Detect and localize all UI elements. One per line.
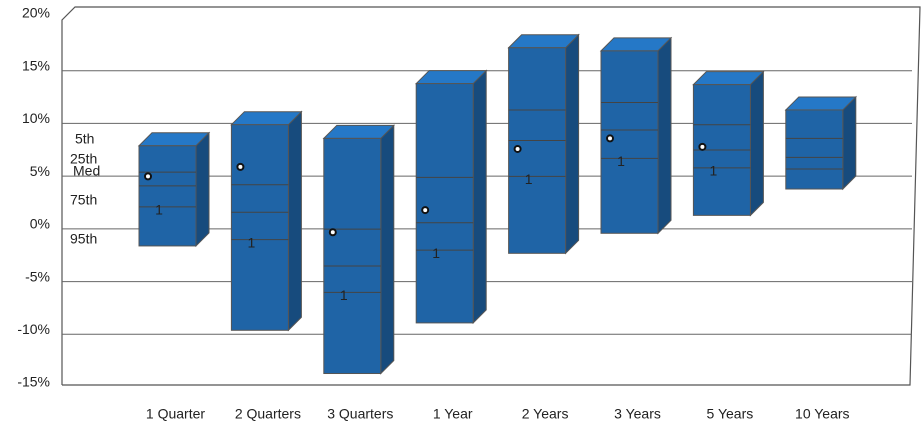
- marker: [698, 142, 707, 151]
- box-side: [195, 131, 210, 248]
- y-tick-label: -5%: [25, 268, 50, 284]
- marker-label: 1: [155, 202, 163, 218]
- y-tick-label: -10%: [17, 321, 50, 337]
- legend-label: 75th: [70, 192, 97, 208]
- marker-label: 1: [248, 234, 256, 250]
- box-front: [785, 109, 844, 190]
- box-top: [599, 37, 673, 52]
- marker: [606, 134, 614, 143]
- box-top: [784, 96, 858, 111]
- box-top: [230, 111, 303, 126]
- x-tick-label: 3 Quarters: [327, 406, 393, 422]
- box-top: [692, 71, 765, 86]
- frame: [61, 6, 921, 386]
- box-top: [507, 34, 580, 49]
- marker-label: 1: [340, 287, 348, 303]
- box-side: [287, 110, 302, 332]
- legend-label: Med: [73, 163, 100, 179]
- y-tick-label: 0%: [30, 216, 50, 232]
- y-tick-label: 5%: [30, 163, 50, 179]
- x-tick-label: 5 Years: [707, 406, 754, 422]
- box-front: [323, 137, 382, 375]
- marker: [236, 162, 245, 171]
- y-tick-label: 10%: [22, 110, 50, 126]
- marker: [421, 206, 430, 215]
- box-side: [749, 70, 764, 217]
- box-side: [657, 36, 672, 235]
- box-front: [138, 145, 197, 247]
- marker: [328, 228, 337, 237]
- marker-label: 1: [710, 163, 718, 179]
- marker: [144, 172, 152, 181]
- box-top: [414, 70, 488, 85]
- marker-label: 1: [525, 171, 533, 187]
- marker-label: 1: [432, 245, 440, 261]
- y-tick-label: 20%: [22, 5, 50, 21]
- x-tick-label: 3 Years: [614, 406, 661, 422]
- legend-label: 95th: [70, 231, 97, 247]
- y-tick-label: -15%: [17, 374, 50, 390]
- box-top: [137, 132, 211, 147]
- box-top: [322, 124, 396, 139]
- box-side: [472, 69, 487, 325]
- legend-label: 5th: [75, 131, 94, 147]
- marker-label: 1: [617, 153, 625, 169]
- box-side: [842, 95, 857, 191]
- x-tick-label: 1 Quarter: [146, 406, 205, 422]
- box-front: [415, 83, 474, 324]
- legend-label: 25th: [70, 151, 97, 167]
- marker: [513, 144, 522, 153]
- x-tick-label: 2 Years: [522, 406, 569, 422]
- x-tick-label: 10 Years: [795, 406, 850, 422]
- box-side: [380, 124, 395, 375]
- x-tick-label: 1 Year: [433, 406, 473, 422]
- box-side: [565, 33, 580, 255]
- box-front: [230, 124, 289, 331]
- plot-frame: [61, 6, 921, 386]
- y-tick-label: 15%: [22, 57, 50, 73]
- x-tick-label: 2 Quarters: [235, 406, 301, 422]
